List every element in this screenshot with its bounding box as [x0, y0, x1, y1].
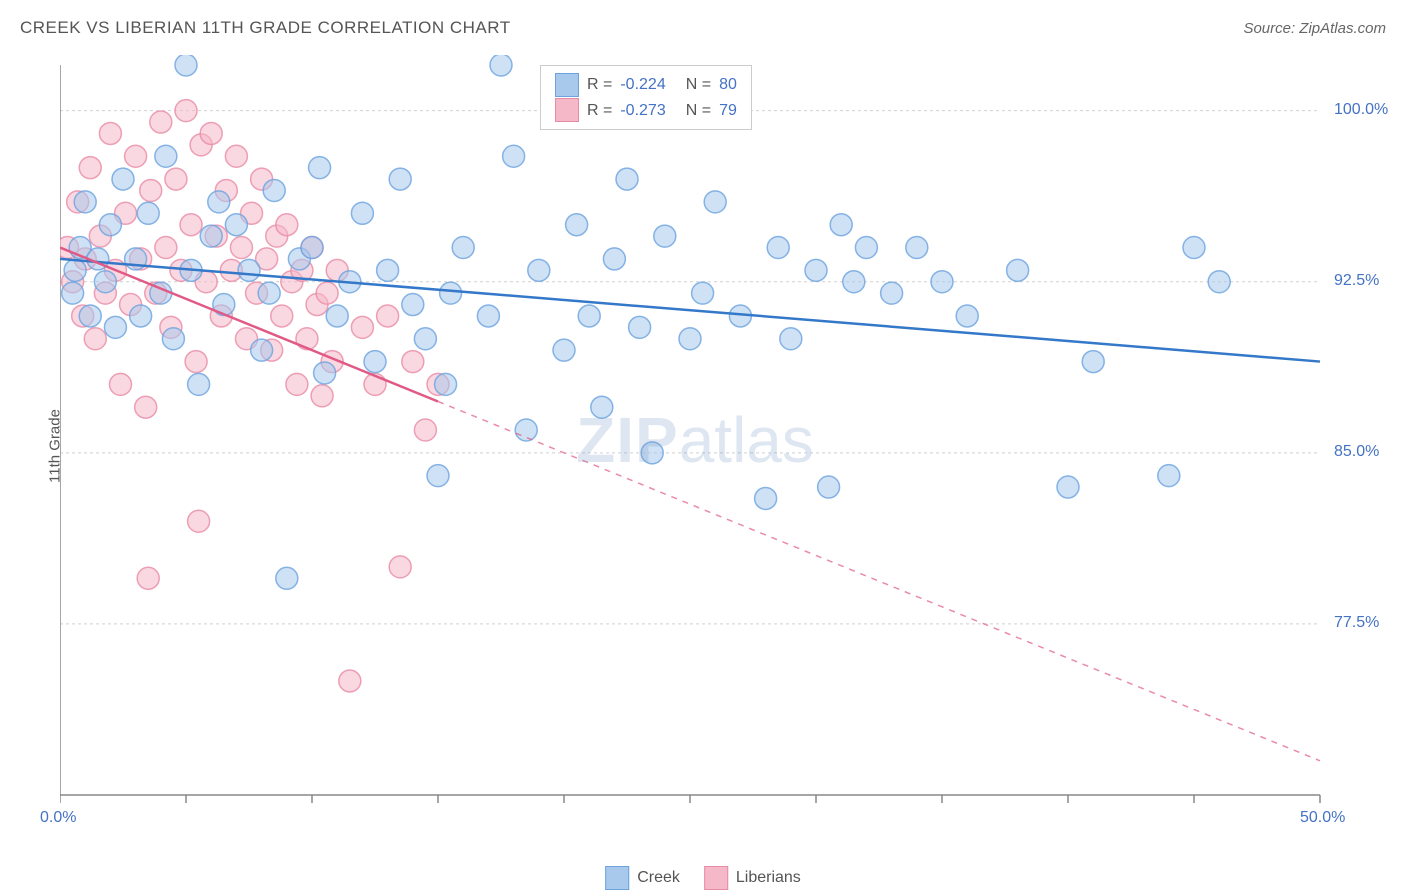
creek-r-value: -0.224: [620, 72, 665, 98]
chart-source: Source: ZipAtlas.com: [1243, 20, 1386, 37]
y-tick-label: 85.0%: [1334, 443, 1379, 461]
legend-stats-creek: R = -0.224 N = 80: [555, 72, 737, 98]
legend-item-creek: Creek: [605, 866, 680, 890]
liberians-n-value: 79: [719, 98, 737, 124]
legend-label-liberians: Liberians: [736, 869, 801, 887]
swatch-liberians-icon: [704, 866, 728, 890]
legend-stats-liberians: R = -0.273 N = 79: [555, 98, 737, 124]
y-tick-label: 100.0%: [1334, 101, 1388, 119]
chart-header: CREEK VS LIBERIAN 11TH GRADE CORRELATION…: [20, 18, 1386, 38]
x-tick-label: 50.0%: [1300, 809, 1345, 827]
chart-area: ZIPatlas R = -0.224 N = 80 R = -0.273 N …: [60, 55, 1330, 825]
chart-title: CREEK VS LIBERIAN 11TH GRADE CORRELATION…: [20, 18, 511, 38]
legend-series: Creek Liberians: [605, 866, 801, 890]
liberians-r-value: -0.273: [620, 98, 665, 124]
legend-label-creek: Creek: [637, 869, 680, 887]
creek-n-value: 80: [719, 72, 737, 98]
swatch-creek-icon: [605, 866, 629, 890]
x-tick-label: 0.0%: [40, 809, 76, 827]
y-tick-label: 92.5%: [1334, 272, 1379, 290]
legend-item-liberians: Liberians: [704, 866, 801, 890]
swatch-creek: [555, 73, 579, 97]
scatter-plot: [60, 55, 1330, 825]
legend-stats: R = -0.224 N = 80 R = -0.273 N = 79: [540, 65, 752, 130]
y-tick-label: 77.5%: [1334, 614, 1379, 632]
swatch-liberians: [555, 98, 579, 122]
